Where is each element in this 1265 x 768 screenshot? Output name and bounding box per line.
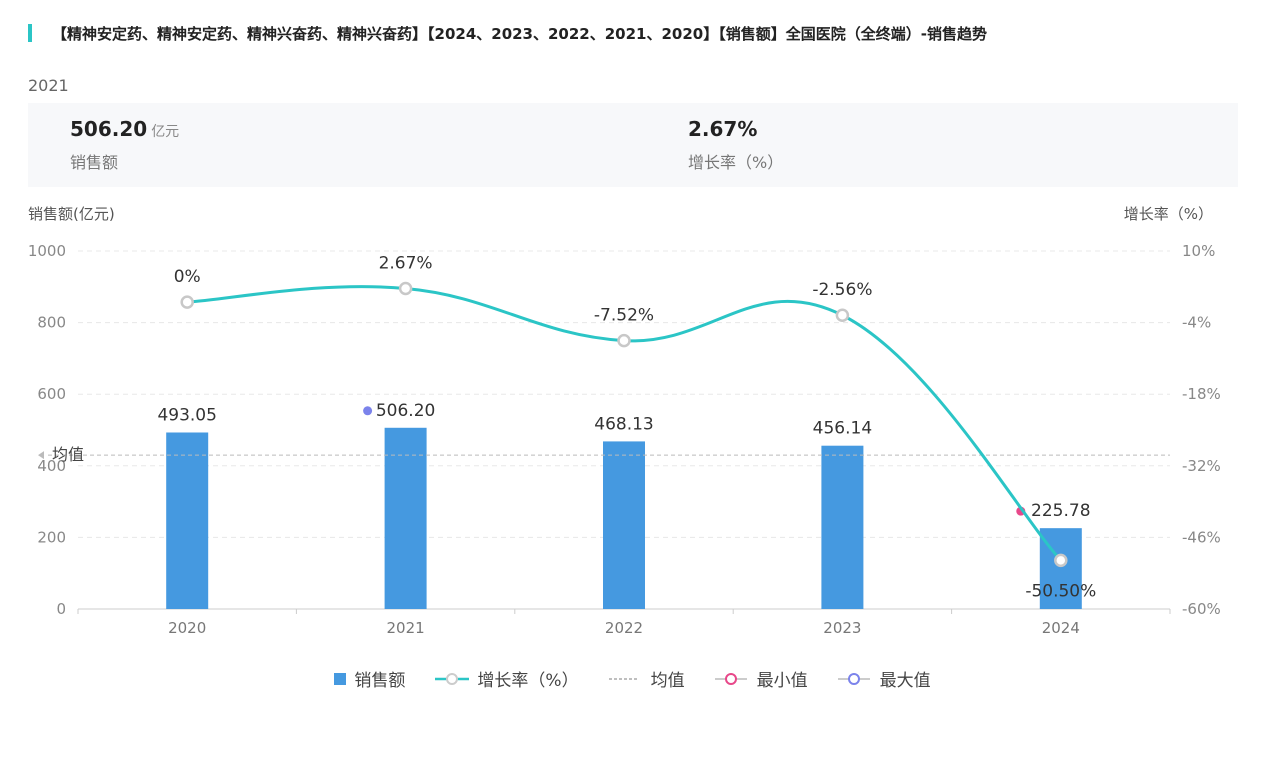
legend-item-sales[interactable]: 销售额: [334, 666, 405, 691]
legend-label-sales: 销售额: [354, 671, 406, 691]
legend-item-average[interactable]: 均值: [608, 666, 685, 691]
legend-item-growth[interactable]: 增长率（%）: [435, 666, 579, 691]
bar: [821, 445, 864, 609]
y-tick-right: -46%: [1182, 528, 1221, 546]
growth-point: [617, 333, 631, 348]
max-marker: [363, 406, 373, 416]
growth-value-label: -50.50%: [1025, 581, 1096, 601]
legend-label-min: 最小值: [756, 671, 808, 691]
growth-line: [187, 285, 1062, 562]
sales-trend-chart: 销售额(亿元) 增长率（%） 0 -60% 200 -46% 400 -32% 600 -18% 8…: [28, 205, 1221, 637]
y-tick-left: 400: [37, 457, 66, 475]
bar-value-label: 468.13: [594, 414, 653, 434]
legend-max-swatch: [837, 672, 870, 685]
y-tick-right: -60%: [1182, 600, 1221, 618]
bar-value-label: 493.05: [157, 405, 216, 425]
x-tick-label: 2023: [823, 619, 861, 637]
y-tick-right: -18%: [1182, 385, 1221, 403]
sales-value: 506.20: [70, 117, 148, 141]
growth-point: [180, 295, 194, 309]
selected-year-label: 2021: [28, 76, 69, 95]
legend-bar-swatch: [334, 672, 347, 685]
sales-summary: 506.20 亿元 销售额: [70, 117, 179, 173]
growth-value-label: 0%: [174, 267, 201, 287]
y-tick-left: 800: [37, 314, 66, 332]
growth-point: [1054, 553, 1068, 568]
bar: [384, 427, 427, 609]
bar-value-label: 225.78: [1031, 501, 1090, 521]
growth-value-label: -7.52%: [594, 306, 654, 326]
sales-label: 销售额: [70, 153, 119, 172]
legend-line-swatch: [435, 672, 470, 685]
average-arrow-icon: [38, 451, 44, 460]
title-accent-bar: [28, 24, 32, 42]
legend-item-max[interactable]: 最大值: [837, 666, 931, 691]
chart-legend: 销售额 增长率（%） 均值 最小值 最大值: [0, 666, 1265, 691]
bar-value-label: 456.14: [813, 419, 872, 439]
x-tick-label: 2021: [387, 619, 425, 637]
y-tick-right: 10%: [1182, 242, 1215, 260]
chart-title: 【精神安定药、精神安定药、精神兴奋药、精神兴奋药】【2024、2023、2022…: [52, 24, 987, 43]
legend-label-max: 最大值: [879, 671, 931, 691]
growth-value: 2.67%: [688, 117, 758, 141]
bar: [166, 432, 209, 609]
y-tick-left: 0: [56, 600, 66, 618]
legend-label-growth: 增长率（%）: [477, 671, 579, 691]
x-tick-label: 2020: [168, 619, 206, 637]
y-tick-left: 600: [37, 385, 66, 403]
y-axis-left-title: 销售额(亿元): [28, 205, 115, 223]
bar: [603, 441, 645, 609]
legend-item-min[interactable]: 最小值: [714, 666, 808, 691]
x-tick-label: 2022: [605, 619, 643, 637]
summary-panel: 506.20 亿元 销售额 2.67% 增长率（%）: [28, 103, 1238, 187]
growth-point: [398, 281, 413, 296]
y-tick-right: -32%: [1182, 457, 1221, 475]
y-axis-right-title: 增长率（%）: [1124, 205, 1213, 223]
legend-min-swatch: [714, 672, 747, 685]
legend-label-average: 均值: [650, 671, 685, 691]
legend-dashed-swatch: [608, 677, 639, 680]
chart-title-bar: 【精神安定药、精神安定药、精神兴奋药、精神兴奋药】【2024、2023、2022…: [28, 22, 987, 44]
growth-value-label: 2.67%: [379, 253, 433, 273]
x-tick-label: 2024: [1042, 619, 1080, 637]
growth-summary: 2.67% 增长率（%）: [688, 117, 783, 173]
y-tick-right: -4%: [1182, 314, 1211, 332]
y-tick-left: 200: [37, 528, 66, 546]
y-tick-left: 1000: [28, 242, 66, 260]
growth-value-label: -2.56%: [812, 280, 872, 300]
bar-value-label: 506.20: [376, 401, 435, 421]
growth-point: [835, 308, 850, 322]
average-label: 均值: [52, 445, 84, 464]
sales-unit: 亿元: [151, 124, 180, 140]
growth-label: 增长率（%）: [688, 153, 784, 172]
